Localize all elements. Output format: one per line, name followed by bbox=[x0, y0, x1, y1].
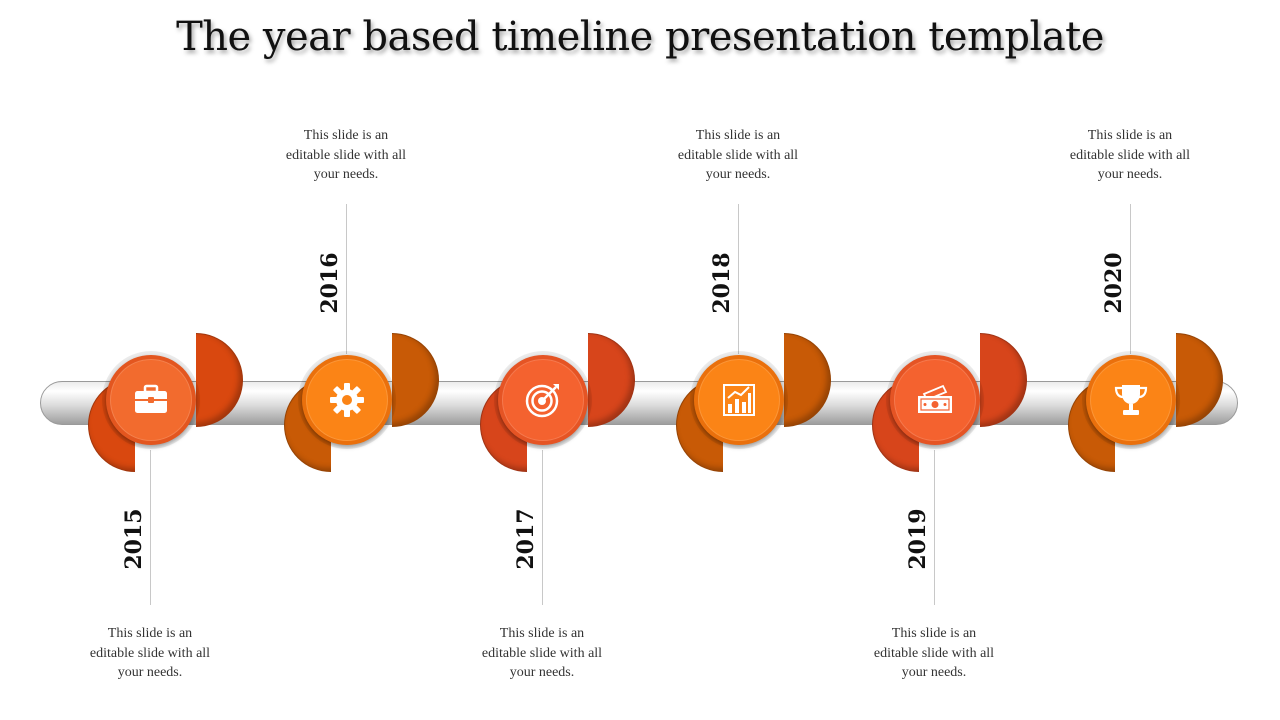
milestone-description: This slide is an editable slide with all… bbox=[1045, 126, 1215, 185]
connector-line bbox=[150, 450, 151, 605]
node-circle bbox=[106, 355, 196, 445]
page-title: The year based timeline presentation tem… bbox=[176, 14, 1104, 60]
description-line: editable slide with all bbox=[677, 147, 799, 163]
description-line: editable slide with all bbox=[873, 645, 995, 661]
node-circle bbox=[1086, 355, 1176, 445]
year-label: 2020 bbox=[1101, 252, 1127, 314]
connector-line bbox=[934, 450, 935, 605]
milestone-description: This slide is an editable slide with all… bbox=[457, 624, 627, 683]
connector-line bbox=[542, 450, 543, 605]
year-label: 2015 bbox=[121, 508, 147, 570]
description-line: your needs. bbox=[705, 167, 771, 182]
description-line: This slide is an bbox=[1087, 128, 1173, 143]
description-line: your needs. bbox=[901, 665, 967, 680]
description-line: your needs. bbox=[509, 665, 575, 680]
connector-line bbox=[346, 204, 347, 354]
target-icon bbox=[525, 384, 559, 418]
milestone-description: This slide is an editable slide with all… bbox=[261, 126, 431, 185]
description-line: editable slide with all bbox=[285, 147, 407, 163]
description-line: your needs. bbox=[117, 665, 183, 680]
year-label: 2018 bbox=[709, 252, 735, 314]
money-icon bbox=[918, 384, 952, 413]
description-line: your needs. bbox=[1097, 167, 1163, 182]
milestone-description: This slide is an editable slide with all… bbox=[849, 624, 1019, 683]
node-circle bbox=[890, 355, 980, 445]
node-circle bbox=[302, 355, 392, 445]
milestone-node-2017 bbox=[478, 333, 635, 483]
description-line: editable slide with all bbox=[1069, 147, 1191, 163]
description-line: This slide is an bbox=[695, 128, 781, 143]
node-circle bbox=[694, 355, 784, 445]
connector-line bbox=[1130, 204, 1131, 354]
description-line: This slide is an bbox=[303, 128, 389, 143]
description-line: editable slide with all bbox=[89, 645, 211, 661]
year-label: 2016 bbox=[317, 252, 343, 314]
milestone-node-2016 bbox=[282, 333, 439, 483]
description-line: This slide is an bbox=[107, 626, 193, 641]
description-line: editable slide with all bbox=[481, 645, 603, 661]
briefcase-icon bbox=[135, 384, 167, 413]
trophy-icon bbox=[1114, 385, 1148, 415]
milestone-node-2019 bbox=[870, 333, 1027, 483]
year-label: 2019 bbox=[905, 508, 931, 570]
description-line: This slide is an bbox=[499, 626, 585, 641]
milestone-description: This slide is an editable slide with all… bbox=[65, 624, 235, 683]
node-circle bbox=[498, 355, 588, 445]
gear-icon bbox=[330, 383, 364, 417]
description-line: This slide is an bbox=[891, 626, 977, 641]
year-label: 2017 bbox=[513, 508, 539, 570]
milestone-node-2020 bbox=[1066, 333, 1223, 483]
bar-chart-icon bbox=[723, 384, 755, 416]
milestone-node-2015 bbox=[86, 333, 243, 483]
connector-line bbox=[738, 204, 739, 354]
milestone-description: This slide is an editable slide with all… bbox=[653, 126, 823, 185]
description-line: your needs. bbox=[313, 167, 379, 182]
milestone-node-2018 bbox=[674, 333, 831, 483]
